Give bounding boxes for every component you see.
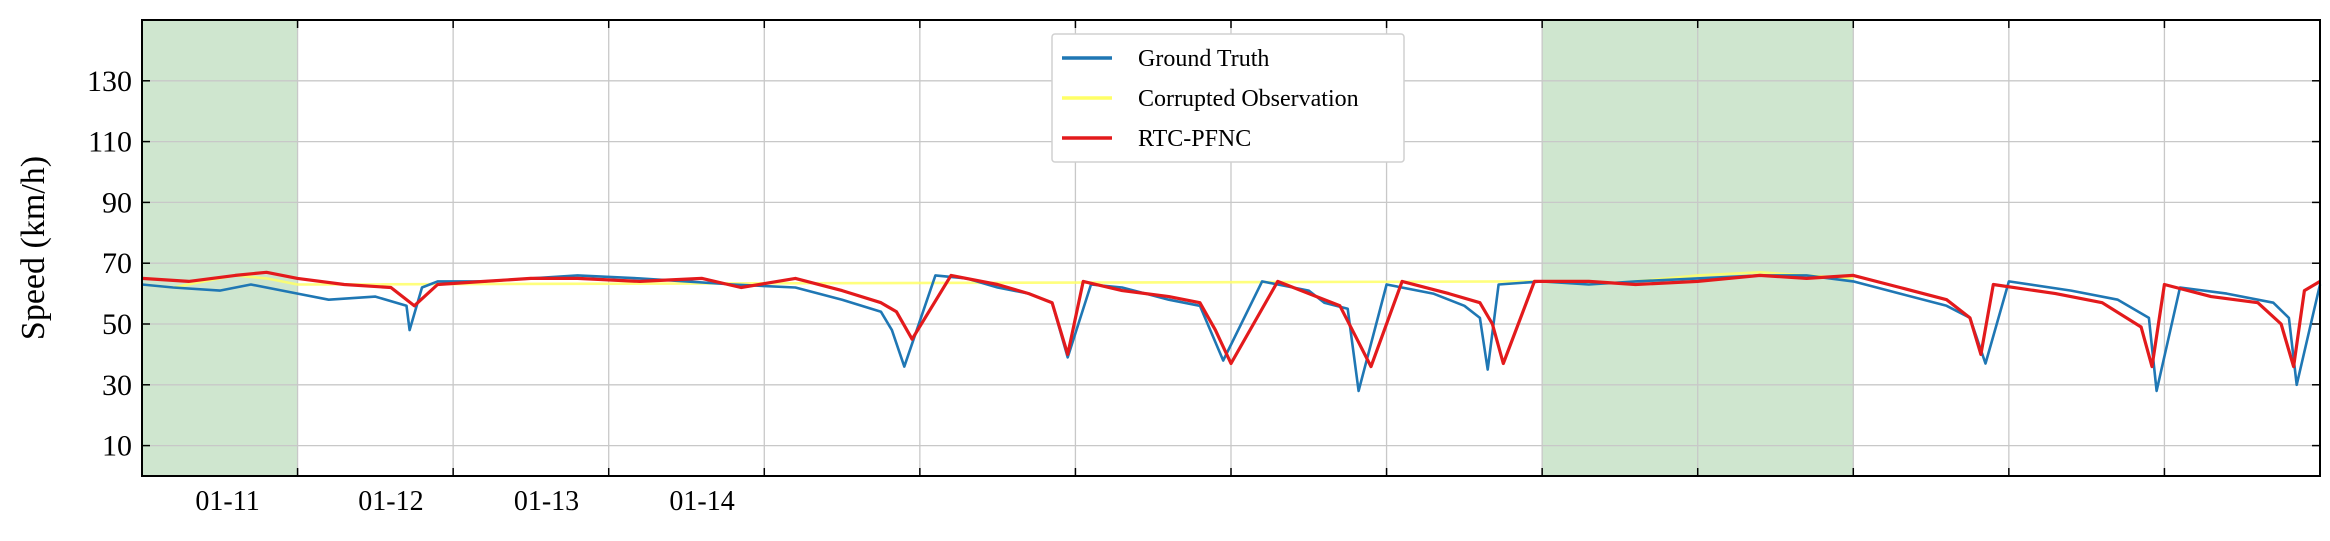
series-line-2 (141, 270, 2321, 369)
y-tick-label-3: 70 (102, 247, 132, 280)
legend-box (1051, 33, 1405, 163)
shaded-region-0 (142, 20, 298, 476)
x-tick-label-1: 01-12 (358, 486, 423, 517)
x-tick-label-3: 01-14 (669, 486, 734, 517)
legend-label-0: Ground Truth (1138, 46, 1269, 72)
y-tick-label-0: 10 (102, 430, 132, 463)
x-tick-label-2: 01-13 (514, 486, 579, 517)
y-tick-label-5: 110 (88, 126, 132, 159)
shaded-regions (142, 20, 1854, 476)
y-tick-label-1: 30 (102, 369, 132, 402)
grid (142, 20, 2321, 476)
series-lines (141, 270, 2322, 393)
legend: Ground Truth Corrupted Observation RTC-PFN… (1051, 33, 1405, 163)
y-tick-label-2: 50 (102, 308, 132, 341)
ticks: 10 30 50 70 90 110 130 01-11 01-12 01-13 01-14 (87, 20, 2321, 517)
y-axis-label: Speed (km/h) (15, 156, 52, 340)
legend-label-1: Corrupted Observation (1138, 86, 1359, 112)
y-tick-label-4: 90 (102, 186, 132, 219)
x-tick-label-0: 01-11 (195, 486, 259, 517)
y-tick-label-6: 130 (87, 65, 132, 98)
legend-label-2: RTC-PFNC (1138, 126, 1251, 152)
